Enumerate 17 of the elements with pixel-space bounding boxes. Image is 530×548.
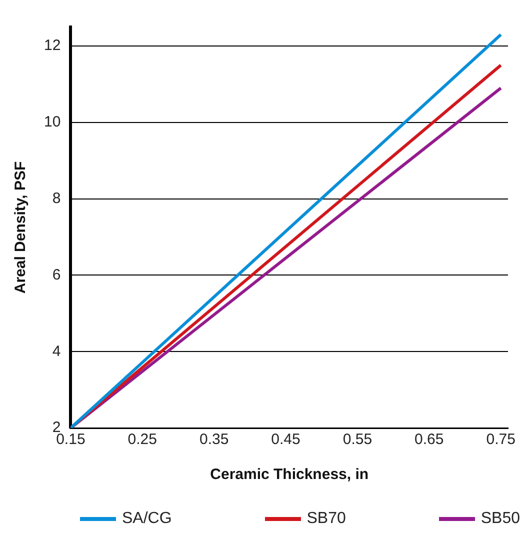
x-tick-label: 0.25 (128, 431, 157, 448)
y-tick-label: 10 (44, 114, 61, 131)
x-axis-title: Ceramic Thickness, in (210, 466, 369, 484)
legend-label: SA/CG (122, 510, 172, 528)
y-tick-label: 6 (52, 266, 61, 284)
x-tick-label: 0.75 (486, 431, 516, 448)
y-tick-label: 4 (52, 342, 61, 360)
y-tick-label: 8 (52, 190, 61, 207)
y-tick-label: 12 (44, 37, 61, 54)
x-tick-label: 0.35 (199, 431, 229, 448)
y-axis-title: Areal Density, PSF (12, 161, 30, 294)
x-tick-label: 0.15 (56, 431, 86, 448)
legend-label: SB70 (306, 510, 346, 528)
legend-label: SB50 (480, 510, 520, 528)
x-tick-label: 0.55 (342, 431, 372, 448)
x-tick-label: 0.45 (271, 431, 300, 448)
x-tick-label: 0.65 (414, 431, 444, 448)
